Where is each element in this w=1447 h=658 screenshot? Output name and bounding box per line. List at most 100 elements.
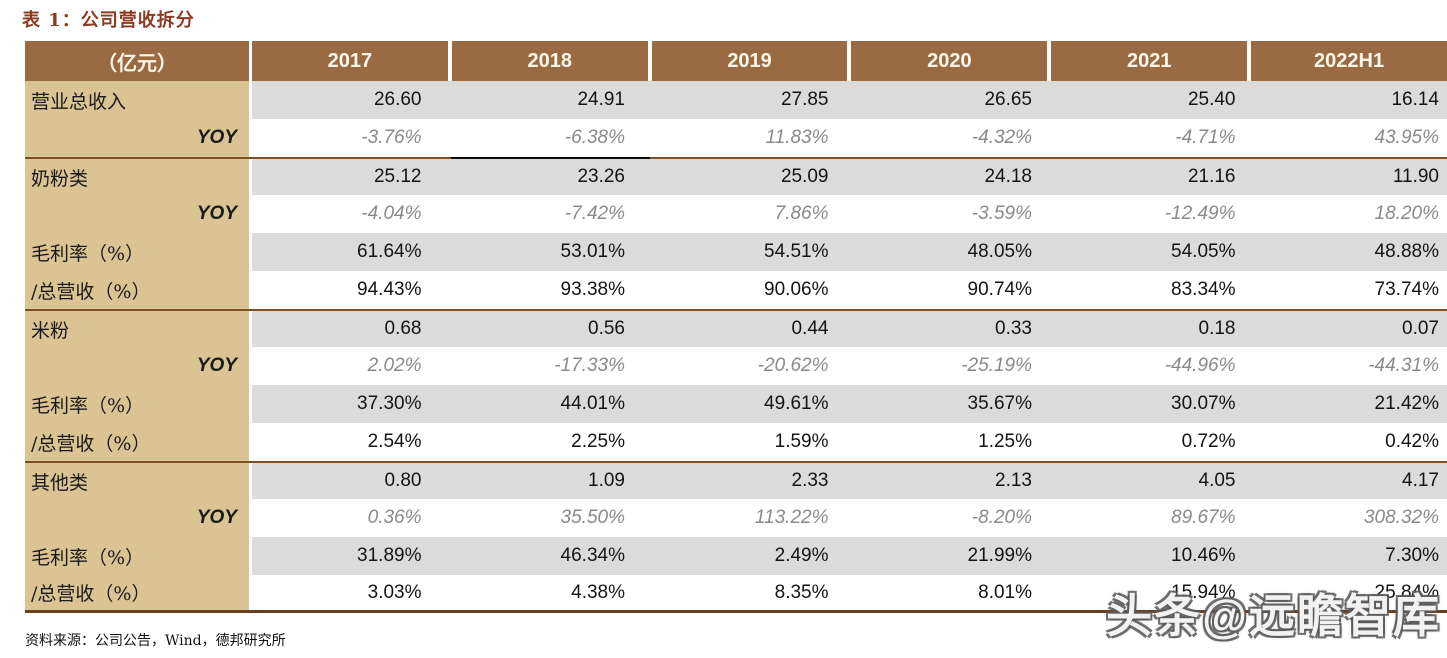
cell-value: -4.32%: [862, 119, 1066, 157]
cell-value: 0.80: [252, 463, 456, 499]
cell-value: -44.31%: [1269, 347, 1447, 385]
cell-value: 0.56: [455, 311, 659, 347]
cell-value: 44.01%: [455, 385, 659, 423]
cell-value: 25.40: [1066, 81, 1270, 119]
cell-value: 90.74%: [862, 271, 1066, 309]
table-row: /总营收（%） 3.03% 4.38% 8.35% 8.01% 15.94% 25.84%: [25, 575, 1447, 613]
source-note: 资料来源：公司公告，Wind，德邦研究所: [25, 633, 286, 649]
cell-value: 2.25%: [455, 423, 659, 461]
cell-value: 49.61%: [659, 385, 863, 423]
cell-value: 0.33: [862, 311, 1066, 347]
table-row: 米粉 0.68 0.56 0.44 0.33 0.18 0.07: [25, 309, 1447, 347]
year-header-2017: 2017: [252, 41, 448, 81]
table-row: 其他类 0.80 1.09 2.33 2.13 4.05 4.17: [25, 461, 1447, 499]
cell-value: 2.33: [659, 463, 863, 499]
cell-value: 48.05%: [862, 233, 1066, 271]
table-row: YOY 0.36% 35.50% 113.22% -8.20% 89.67% 308.32%: [25, 499, 1447, 537]
row-label: YOY: [25, 499, 252, 537]
cell-value: 23.26: [455, 159, 659, 195]
row-label: /总营收（%）: [25, 271, 252, 309]
cell-value: -25.19%: [862, 347, 1066, 385]
cell-value: 4.38%: [455, 575, 659, 610]
black-underline-segment: [451, 157, 651, 159]
cell-value: 21.99%: [862, 537, 1066, 575]
cell-value: 1.59%: [659, 423, 863, 461]
unit-header-cell: （亿元）: [25, 41, 252, 81]
year-header-2021: 2021: [1047, 41, 1248, 81]
cell-value: -6.38%: [455, 119, 659, 157]
cell-value: 4.17: [1269, 463, 1447, 499]
cell-value: 10.46%: [1066, 537, 1270, 575]
cell-value: 25.84%: [1269, 575, 1447, 610]
cell-value: 46.34%: [455, 537, 659, 575]
cell-value: 0.44: [659, 311, 863, 347]
cell-value: -7.42%: [455, 195, 659, 233]
cell-value: 8.35%: [659, 575, 863, 610]
cell-value: 3.03%: [252, 575, 456, 610]
cell-value: 35.67%: [862, 385, 1066, 423]
cell-value: 0.68: [252, 311, 456, 347]
cell-value: 93.38%: [455, 271, 659, 309]
cell-value: 61.64%: [252, 233, 456, 271]
cell-value: 27.85: [659, 81, 863, 119]
cell-value: 31.89%: [252, 537, 456, 575]
table-row: 营业总收入 26.60 24.91 27.85 26.65 25.40 16.14: [25, 81, 1447, 119]
table-header-row: （亿元） 2017 2018 2019 2020 2021 2022H1: [25, 41, 1447, 81]
cell-value: 25.12: [252, 159, 456, 195]
cell-value: 1.25%: [862, 423, 1066, 461]
cell-value: 18.20%: [1269, 195, 1447, 233]
row-label: 毛利率（%）: [25, 233, 252, 271]
cell-value: -17.33%: [455, 347, 659, 385]
revenue-breakdown-table: （亿元） 2017 2018 2019 2020 2021 2022H1 营业总…: [25, 41, 1447, 613]
table-title: 表 1：公司营收拆分: [22, 10, 195, 31]
cell-value: 2.49%: [659, 537, 863, 575]
cell-value: 94.43%: [252, 271, 456, 309]
row-label: YOY: [25, 347, 252, 385]
cell-value: 25.09: [659, 159, 863, 195]
row-label: 毛利率（%）: [25, 537, 252, 575]
table-row: 奶粉类 25.12 23.26 25.09 24.18 21.16 11.90: [25, 157, 1447, 195]
cell-value: 83.34%: [1066, 271, 1270, 309]
cell-value: -3.59%: [862, 195, 1066, 233]
year-header-2019: 2019: [647, 41, 848, 81]
row-label: 营业总收入: [25, 81, 252, 119]
table-row: 毛利率（%） 31.89% 46.34% 2.49% 21.99% 10.46% 7.30%: [25, 537, 1447, 575]
cell-value: 7.86%: [659, 195, 863, 233]
cell-value: -20.62%: [659, 347, 863, 385]
cell-value: 308.32%: [1269, 499, 1447, 537]
row-label: 毛利率（%）: [25, 385, 252, 423]
row-label: /总营收（%）: [25, 575, 252, 610]
cell-value: 0.36%: [252, 499, 456, 537]
cell-value: -8.20%: [862, 499, 1066, 537]
table-row: /总营收（%） 2.54% 2.25% 1.59% 1.25% 0.72% 0.42%: [25, 423, 1447, 461]
cell-value: 0.18: [1066, 311, 1270, 347]
cell-value: -3.76%: [252, 119, 456, 157]
cell-value: 30.07%: [1066, 385, 1270, 423]
year-header-2022h1: 2022H1: [1247, 41, 1447, 81]
row-label: YOY: [25, 119, 252, 157]
cell-value: 90.06%: [659, 271, 863, 309]
cell-value: 89.67%: [1066, 499, 1270, 537]
cell-value: -12.49%: [1066, 195, 1270, 233]
cell-value: -4.71%: [1066, 119, 1270, 157]
cell-value: 8.01%: [862, 575, 1066, 610]
cell-value: 0.42%: [1269, 423, 1447, 461]
cell-value: 53.01%: [455, 233, 659, 271]
cell-value: 54.05%: [1066, 233, 1270, 271]
table-row: YOY 2.02% -17.33% -20.62% -25.19% -44.96% -44.…: [25, 347, 1447, 385]
table-row: YOY -4.04% -7.42% 7.86% -3.59% -12.49% 18.20%: [25, 195, 1447, 233]
row-label: 其他类: [25, 463, 252, 499]
cell-value: 15.94%: [1066, 575, 1270, 610]
table-row: /总营收（%） 94.43% 93.38% 90.06% 90.74% 83.34% 73.…: [25, 271, 1447, 309]
cell-value: -44.96%: [1066, 347, 1270, 385]
cell-value: -4.04%: [252, 195, 456, 233]
cell-value: 37.30%: [252, 385, 456, 423]
cell-value: 26.65: [862, 81, 1066, 119]
cell-value: 2.13: [862, 463, 1066, 499]
cell-value: 21.42%: [1269, 385, 1447, 423]
cell-value: 11.83%: [659, 119, 863, 157]
year-header-2020: 2020: [847, 41, 1048, 81]
cell-value: 2.54%: [252, 423, 456, 461]
row-label: 奶粉类: [25, 159, 252, 195]
cell-value: 73.74%: [1269, 271, 1447, 309]
